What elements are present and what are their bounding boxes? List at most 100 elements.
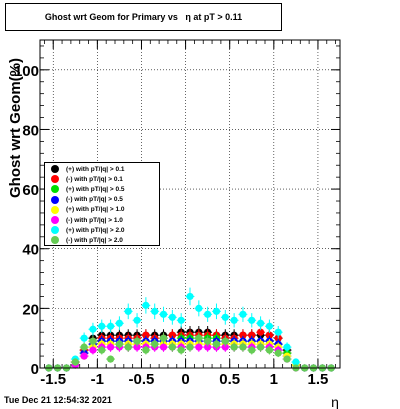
data-point: [168, 313, 176, 321]
data-point: [89, 337, 97, 345]
y-tick-label: 0: [31, 361, 39, 378]
x-tick-label: -0.5: [129, 371, 155, 388]
data-point: [283, 355, 291, 363]
data-point: [106, 343, 115, 351]
data-point: [142, 301, 150, 309]
data-point: [256, 328, 265, 336]
data-point: [248, 316, 256, 324]
legend-entry: (+) with pT/|q| > 2.0: [45, 225, 159, 235]
legend-label: (+) with pT/|q| > 1.0: [66, 206, 125, 214]
legend-marker: [51, 236, 59, 245]
data-point: [256, 319, 265, 327]
data-point: [133, 316, 141, 324]
data-point: [292, 358, 300, 366]
data-point: [159, 310, 168, 318]
data-point: [80, 352, 88, 360]
data-point: [204, 337, 212, 345]
data-point: [221, 313, 229, 321]
tick-labels: -1.5 -1 -0.5 0 0.5 1 1.5 0 20 40 60 80 100: [14, 63, 328, 388]
x-tick-label: 1.5: [308, 371, 329, 388]
legend-marker: [51, 175, 59, 184]
legend-marker: [51, 195, 59, 204]
legend-marker: [51, 226, 59, 235]
data-point: [80, 334, 88, 342]
data-point: [115, 319, 124, 327]
legend-label: (-) with pT/|q| > 2.0: [66, 236, 123, 244]
data-point: [186, 343, 194, 351]
x-tick-label: 1: [270, 371, 278, 388]
legend-entry: (-) with pT/|q| > 2.0: [45, 235, 159, 245]
data-point: [115, 340, 124, 348]
data-point: [133, 337, 141, 345]
legend-marker: [51, 165, 59, 174]
data-point: [159, 334, 168, 342]
data-point: [274, 349, 282, 357]
series-8: [44, 332, 336, 372]
data-point: [212, 340, 221, 348]
legend-marker: [51, 205, 59, 214]
data-point: [195, 334, 203, 342]
legend-entry: (+) with pT/|q| > 0.5: [45, 184, 159, 194]
y-tick-label: 20: [22, 301, 39, 318]
axis-ticks: [40, 40, 340, 369]
data-point: [248, 346, 256, 354]
legend-entry: (-) with pT/|q| > 0.5: [45, 195, 159, 205]
data-point: [283, 343, 291, 351]
y-tick-label: 40: [22, 242, 39, 259]
data-point: [265, 346, 274, 354]
data-point: [221, 343, 229, 351]
y-axis-label: Ghost wrt Geom(%): [7, 58, 24, 198]
legend-label: (+) with pT/|q| > 2.0: [66, 226, 125, 234]
legend-entry: (+) with pT/|q| > 0.1: [45, 164, 159, 174]
legend-label: (-) with pT/|q| > 1.0: [66, 216, 123, 224]
data-point: [98, 346, 106, 354]
x-tick-label: 0: [181, 371, 189, 388]
data-point: [124, 307, 132, 315]
data-point: [71, 358, 79, 366]
data-point: [106, 355, 115, 363]
data-point: [230, 316, 238, 324]
data-point: [256, 343, 265, 351]
data-point: [151, 307, 159, 315]
legend-entry: (-) with pT/|q| > 0.1: [45, 174, 159, 184]
plot-frame: [39, 39, 341, 369]
legend-marker: [51, 216, 59, 225]
legend-label: (+) with pT/|q| > 0.1: [66, 165, 125, 173]
data-point: [239, 331, 247, 339]
data-point: [106, 322, 115, 330]
x-tick-label: -1.5: [40, 371, 66, 388]
data-point: [151, 340, 159, 348]
data-point: [159, 343, 168, 351]
legend: (+) with pT/|q| > 0.1 (-) with pT/|q| > 0…: [44, 162, 160, 246]
data-point: [221, 337, 229, 345]
data-point: [142, 346, 150, 354]
data-point: [80, 343, 88, 351]
data-point: [265, 331, 274, 339]
data-point: [239, 310, 247, 318]
data-point: [212, 307, 221, 315]
data-point: [177, 346, 185, 354]
data-point: [168, 343, 176, 351]
data-point: [186, 292, 194, 301]
series-points: [44, 287, 336, 372]
data-point: [124, 343, 132, 351]
data-point: [204, 343, 212, 351]
y-tick-label: 60: [22, 182, 39, 199]
data-point: [248, 331, 256, 339]
legend-label: (-) with pT/|q| > 0.5: [66, 196, 123, 204]
legend-label: (-) with pT/|q| > 0.1: [66, 175, 123, 183]
x-axis-label: η: [331, 394, 339, 409]
legend-entry: (+) with pT/|q| > 1.0: [45, 205, 159, 215]
data-point: [195, 343, 203, 351]
data-point: [133, 343, 141, 351]
data-point: [239, 343, 247, 351]
data-point: [195, 304, 203, 312]
y-tick-label: 80: [22, 122, 39, 139]
legend-entry: (-) with pT/|q| > 1.0: [45, 215, 159, 225]
timestamp: Tue Dec 21 12:54:32 2021: [4, 395, 112, 405]
data-point: [274, 328, 282, 336]
data-point: [177, 316, 185, 324]
x-tick-label: -1: [91, 371, 104, 388]
x-tick-label: 0.5: [219, 371, 240, 388]
data-point: [89, 346, 97, 354]
